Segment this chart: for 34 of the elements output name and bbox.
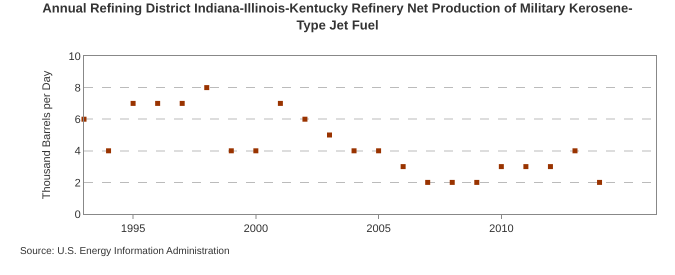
x-tick-label: 2000 — [244, 223, 268, 236]
y-tick-label: 10 — [68, 50, 81, 63]
source-note: Source: U.S. Energy Information Administration — [20, 246, 230, 257]
x-tick-label: 2005 — [366, 223, 391, 236]
point — [498, 164, 504, 170]
point — [523, 164, 528, 170]
x-tick-label: 1995 — [120, 223, 146, 236]
point — [106, 148, 112, 154]
point — [474, 180, 480, 185]
point — [572, 148, 578, 154]
chart-title: Annual Refining District Indiana-Illinois-Kentucky Refinery Net Production of Military Kerosene-Type Jet Fuel — [42, 0, 633, 32]
y-tick-label: 4 — [74, 146, 81, 158]
point — [352, 148, 357, 154]
point — [155, 100, 160, 106]
point — [326, 132, 332, 138]
y-tick-label: 8 — [74, 82, 81, 94]
point — [278, 100, 283, 106]
point — [253, 148, 258, 154]
point — [376, 148, 382, 154]
y-tick-label: 0 — [74, 208, 81, 221]
point — [548, 164, 553, 170]
y-tick-label: 2 — [74, 177, 81, 190]
point — [204, 85, 210, 90]
x-tick-label: 2010 — [489, 223, 514, 236]
point — [400, 164, 406, 170]
point — [425, 180, 430, 185]
point — [130, 100, 136, 106]
point — [450, 180, 455, 185]
point — [180, 100, 185, 106]
y-tick-label: 6 — [74, 114, 81, 126]
point — [597, 180, 602, 185]
point — [228, 148, 234, 154]
point — [302, 116, 308, 122]
y-axis-title: Thousand Barrels per Day — [41, 70, 54, 200]
